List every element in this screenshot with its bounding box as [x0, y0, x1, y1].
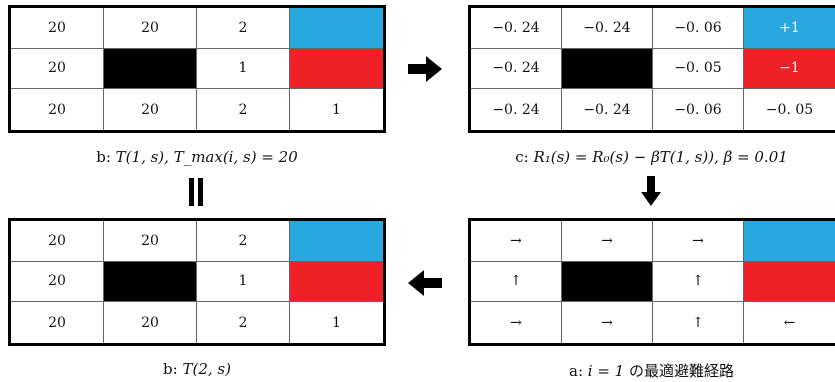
caption-math: T(1, s), T_max(i, s) = 20	[115, 148, 298, 166]
cell: −0. 06	[653, 89, 744, 130]
cell: −0. 05	[765, 101, 814, 118]
caption-math: i = 1	[587, 362, 625, 380]
arrow-right-flow-icon	[408, 56, 442, 82]
cell: 20	[11, 302, 104, 343]
cell: 20	[11, 261, 104, 303]
caption-prefix: b:	[96, 148, 116, 166]
cell: 20	[11, 8, 104, 49]
cell: 2	[197, 302, 290, 343]
trap-cell	[290, 261, 383, 303]
caption-top-right: c: R₁(s) = R₀(s) − βT(1, s)), β = 0.01	[468, 148, 835, 166]
cell: 2	[197, 8, 290, 49]
caption-bottom-right: a: i = 1 の最適避難経路	[468, 360, 835, 381]
arrow-right-icon: →	[562, 221, 653, 262]
cell: 20	[11, 48, 104, 90]
cell: −0. 24	[562, 89, 653, 130]
cell: −0. 24	[471, 89, 562, 130]
grid-t1: 20 20 2 20 1 20 20 2 1	[8, 5, 386, 133]
cell: 2	[197, 89, 290, 130]
arrow-up-icon: ↑	[653, 261, 744, 303]
cell: 1	[197, 48, 290, 90]
caption-prefix: c:	[515, 148, 534, 166]
grid-t2: 20 20 2 20 1 20 20 2 1	[8, 218, 386, 346]
caption-suffix: の最適避難経路	[624, 362, 734, 380]
cell: 20	[104, 89, 197, 130]
arrow-right-icon: →	[562, 302, 653, 343]
cell: 20	[11, 89, 104, 130]
arrow-left-flow-icon	[408, 270, 442, 296]
arrow-up-icon: ↑	[653, 302, 744, 343]
cell: 20	[11, 221, 104, 262]
cell: −0. 06	[653, 8, 744, 49]
arrow-right-icon: →	[471, 221, 562, 262]
goal-cell	[290, 8, 383, 49]
cell: −0. 24	[562, 8, 653, 49]
cell: 1	[332, 101, 341, 118]
caption-math: T(2, s)	[182, 360, 231, 378]
cell: 2	[197, 221, 290, 262]
cell: −0. 24	[471, 8, 562, 49]
cell: 1	[332, 314, 341, 331]
caption-math: R₁(s) = R₀(s) − βT(1, s)), β = 0.01	[533, 148, 788, 166]
wall-cell	[562, 261, 653, 303]
cell: 20	[104, 8, 197, 49]
wall-cell	[562, 48, 653, 90]
arrow-left-icon: ←	[783, 314, 796, 331]
arrow-up-icon: ↑	[471, 261, 562, 303]
arrow-right-icon: →	[653, 221, 744, 262]
trap-cell	[744, 261, 835, 303]
caption-prefix: b:	[163, 360, 183, 378]
cell: −0. 05	[653, 48, 744, 90]
cell: 20	[104, 221, 197, 262]
trap-cell: −1	[744, 48, 835, 90]
grid-reward: −0. 24 −0. 24 −0. 06 +1 −0. 24 −0. 05 −1…	[468, 5, 835, 133]
wall-cell	[104, 48, 197, 90]
cell: 20	[104, 302, 197, 343]
caption-prefix: a:	[569, 362, 588, 380]
grid-policy: → → → ↑ ↑ → → ↑ ←	[468, 218, 835, 346]
cell: −0. 24	[471, 48, 562, 90]
trap-cell	[290, 48, 383, 90]
goal-cell	[744, 221, 835, 262]
goal-cell	[290, 221, 383, 262]
wall-cell	[104, 261, 197, 303]
caption-top-left: b: T(1, s), T_max(i, s) = 20	[8, 148, 386, 166]
caption-bottom-left: b: T(2, s)	[8, 360, 386, 378]
arrow-down-flow-icon	[641, 176, 661, 206]
cell: 1	[197, 261, 290, 303]
equals-icon	[189, 178, 203, 206]
arrow-right-icon: →	[471, 302, 562, 343]
goal-cell: +1	[744, 8, 835, 49]
